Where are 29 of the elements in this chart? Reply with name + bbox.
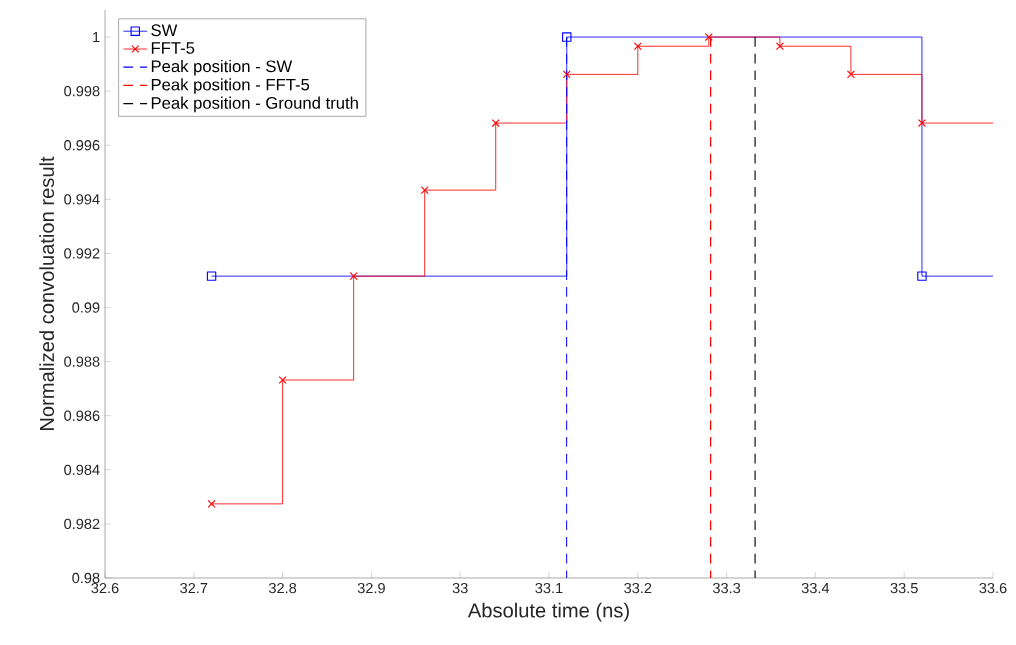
x-tick-label: 32.9: [357, 582, 385, 594]
y-tick-label: 0.996: [64, 140, 100, 151]
y-tick-label: 0.982: [64, 518, 100, 530]
y-axis-title: Normalized convoluation result: [39, 156, 55, 431]
x-tick-label: 33.3: [712, 582, 741, 594]
x-tick-label: 33.2: [624, 582, 652, 594]
legend-label: Peak position - FFT-5: [151, 78, 310, 94]
legend-label: Peak position - Ground truth: [151, 96, 358, 113]
y-tick-label: 0.984: [64, 464, 100, 475]
y-tick-label: 0.986: [64, 410, 100, 421]
legend-label: Peak position - SW: [151, 59, 293, 76]
x-tick-label: 32.7: [180, 582, 208, 594]
x-axis-title: Absolute time (ns): [467, 602, 629, 622]
legend-label: SW: [151, 24, 178, 37]
y-tick-label: 0.98: [72, 572, 100, 584]
x-tick-label: 32.6: [91, 582, 119, 594]
x-tick-label: 33.1: [535, 582, 563, 594]
y-tick-label: 0.988: [64, 356, 100, 367]
legend-label: FFT-5: [151, 42, 195, 54]
y-tick-label: 0.992: [64, 248, 100, 259]
x-tick-label: 32.8: [268, 582, 297, 594]
x-tick-label: 33: [452, 582, 468, 594]
y-tick-label: 1: [93, 32, 100, 43]
y-tick-label: 0.998: [64, 85, 100, 97]
y-tick-label: 0.994: [64, 194, 100, 205]
y-tick-label: 0.99: [72, 302, 100, 313]
x-tick-label: 33.4: [801, 582, 830, 594]
x-tick-label: 33.6: [979, 582, 1007, 594]
x-tick-label: 33.5: [890, 582, 918, 594]
